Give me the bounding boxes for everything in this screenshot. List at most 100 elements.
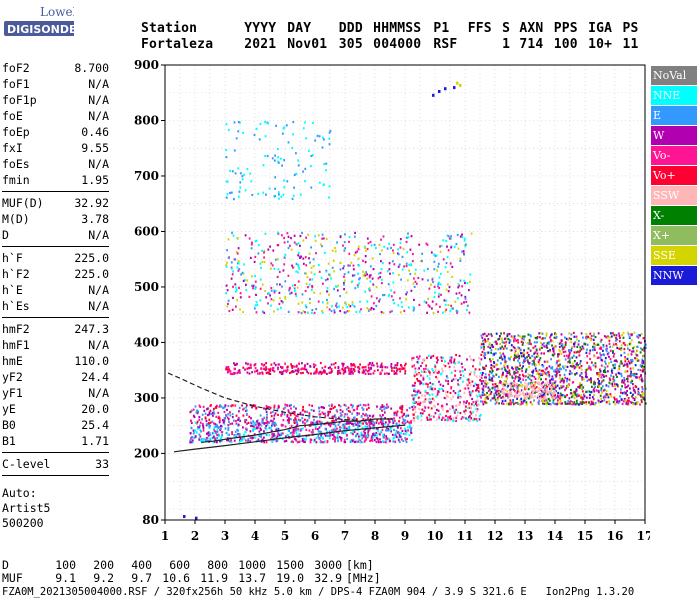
echo-point xyxy=(290,248,293,251)
echo-point xyxy=(516,383,518,386)
echo-point xyxy=(217,433,220,436)
echo-point xyxy=(358,412,360,415)
echo-point xyxy=(478,415,481,418)
echo-point xyxy=(339,412,342,415)
echo-point xyxy=(266,371,269,374)
echo-point xyxy=(594,365,597,368)
param-row: MUF(D) 32.92 xyxy=(2,195,109,211)
echo-point xyxy=(501,339,503,342)
echo-point xyxy=(624,360,627,363)
echo-point xyxy=(399,246,402,249)
echo-point xyxy=(569,361,571,364)
echo-point xyxy=(520,348,522,351)
echo-point xyxy=(278,433,281,436)
echo-point xyxy=(522,351,525,354)
echo-point xyxy=(386,366,389,369)
echo-point xyxy=(357,422,360,425)
echo-point xyxy=(526,342,529,345)
echo-point xyxy=(227,413,230,416)
echo-point xyxy=(424,398,427,401)
echo-point xyxy=(320,406,323,409)
echo-point xyxy=(285,439,288,442)
echo-point xyxy=(265,410,268,413)
echo-point xyxy=(278,363,281,366)
echo-point xyxy=(318,410,321,413)
echo-point xyxy=(291,264,293,267)
trace-dashed xyxy=(167,372,376,422)
echo-point xyxy=(304,422,306,425)
echo-point xyxy=(405,262,408,265)
echo-point xyxy=(279,371,281,374)
echo-point xyxy=(457,394,460,397)
echo-point xyxy=(522,365,524,368)
echo-point xyxy=(513,358,515,361)
echo-point xyxy=(455,408,458,411)
echo-point xyxy=(594,362,597,365)
echo-point xyxy=(446,270,449,273)
echo-point xyxy=(496,368,498,371)
echo-point xyxy=(411,357,413,360)
echo-point xyxy=(517,402,519,405)
echo-point xyxy=(323,406,325,410)
echo-point xyxy=(494,398,497,401)
echo-point xyxy=(246,422,248,425)
echo-point xyxy=(513,388,515,392)
echo-point xyxy=(484,379,487,382)
echo-point xyxy=(517,352,520,355)
x-tick-label: 1 xyxy=(161,529,169,543)
echo-point xyxy=(626,377,628,380)
echo-point xyxy=(547,381,549,384)
echo-point xyxy=(345,422,348,425)
echo-point xyxy=(592,345,594,348)
echo-point xyxy=(590,391,593,394)
echo-point xyxy=(514,385,517,388)
echo-point xyxy=(514,338,516,341)
echo-point xyxy=(518,390,521,393)
echo-point xyxy=(305,306,308,309)
param-row: yF1 N/A xyxy=(2,385,109,401)
echo-point xyxy=(287,235,290,238)
echo-point xyxy=(530,335,532,338)
echo-point xyxy=(206,439,209,442)
echo-point xyxy=(313,291,315,294)
echo-point xyxy=(448,286,451,289)
echo-point xyxy=(586,361,589,364)
echo-point xyxy=(339,436,341,439)
echo-point xyxy=(287,409,290,412)
echo-point xyxy=(422,401,425,404)
echo-point xyxy=(393,413,396,417)
echo-point xyxy=(594,401,597,405)
echo-point xyxy=(453,245,456,248)
echo-point xyxy=(208,426,211,429)
echo-point xyxy=(328,131,331,134)
echo-point xyxy=(623,379,626,382)
echo-point xyxy=(615,336,617,340)
echo-point xyxy=(550,386,552,389)
echo-point xyxy=(506,337,509,340)
echo-point xyxy=(264,232,267,235)
echo-point xyxy=(405,440,408,444)
echo-point xyxy=(270,411,272,414)
y-tick-label: 200 xyxy=(134,446,159,460)
echo-point xyxy=(412,253,414,256)
echo-point xyxy=(200,438,203,441)
echo-point xyxy=(632,367,635,370)
echo-point xyxy=(542,399,544,402)
echo-point xyxy=(227,238,230,241)
echo-point xyxy=(436,393,439,396)
echo-point xyxy=(639,351,642,354)
echo-point xyxy=(570,341,573,344)
echo-point xyxy=(632,386,635,389)
echo-point xyxy=(628,374,631,377)
echo-point xyxy=(424,389,427,392)
echo-point xyxy=(468,414,471,418)
echo-point xyxy=(521,389,524,392)
echo-point xyxy=(362,433,364,436)
echo-point xyxy=(560,386,563,389)
echo-point xyxy=(358,310,361,313)
echo-point xyxy=(324,279,327,282)
echo-point xyxy=(329,129,332,133)
echo-point xyxy=(621,402,624,406)
echo-point xyxy=(442,384,445,387)
echo-point xyxy=(461,285,464,288)
